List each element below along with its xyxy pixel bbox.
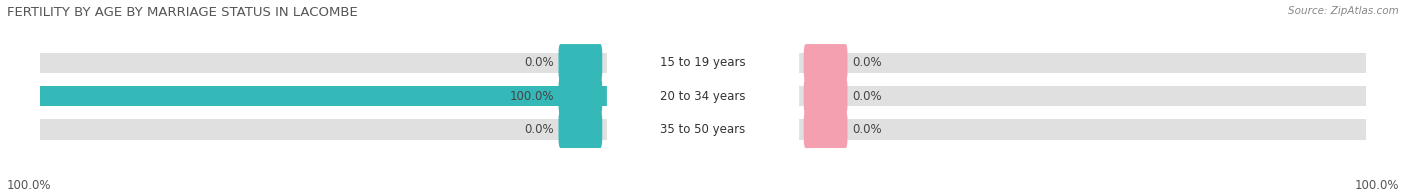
FancyBboxPatch shape [804,111,848,148]
Text: 0.0%: 0.0% [524,56,554,69]
Text: 0.0%: 0.0% [852,90,882,103]
FancyBboxPatch shape [558,77,602,115]
Text: FERTILITY BY AGE BY MARRIAGE STATUS IN LACOMBE: FERTILITY BY AGE BY MARRIAGE STATUS IN L… [7,6,357,19]
Text: 100.0%: 100.0% [1354,179,1399,192]
FancyBboxPatch shape [558,44,602,81]
FancyBboxPatch shape [607,104,799,155]
Text: 0.0%: 0.0% [852,123,882,136]
Bar [41,86,703,106]
FancyBboxPatch shape [607,37,799,88]
FancyBboxPatch shape [607,71,799,121]
Bar [41,53,1365,73]
Text: 100.0%: 100.0% [509,90,554,103]
Bar [41,86,1365,106]
FancyBboxPatch shape [558,111,602,148]
Text: 0.0%: 0.0% [524,123,554,136]
Text: Source: ZipAtlas.com: Source: ZipAtlas.com [1288,6,1399,16]
Text: 20 to 34 years: 20 to 34 years [661,90,745,103]
FancyBboxPatch shape [804,44,848,81]
Text: 0.0%: 0.0% [852,56,882,69]
Text: 15 to 19 years: 15 to 19 years [661,56,745,69]
Text: 35 to 50 years: 35 to 50 years [661,123,745,136]
Text: 100.0%: 100.0% [7,179,52,192]
Bar [41,119,1365,140]
FancyBboxPatch shape [804,77,848,115]
